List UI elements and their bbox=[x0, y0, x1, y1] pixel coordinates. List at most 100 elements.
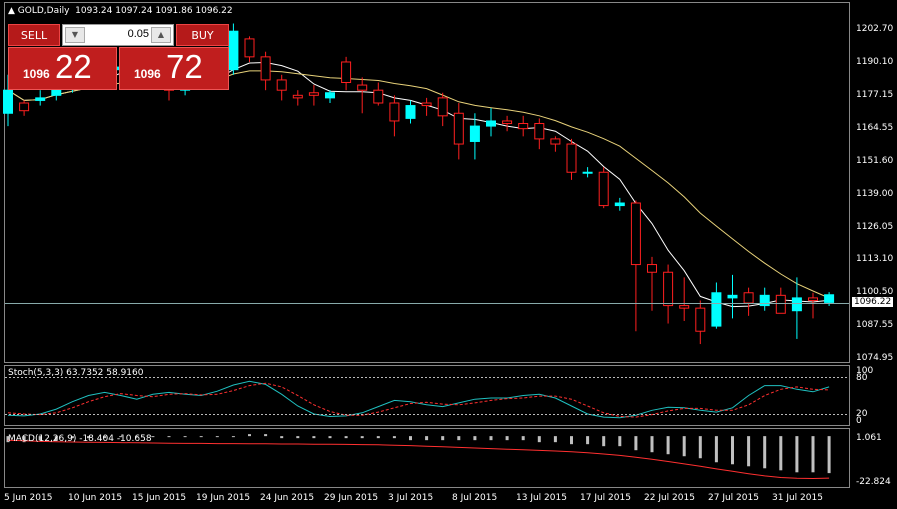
candle-body bbox=[759, 294, 770, 307]
macd-bar bbox=[280, 436, 284, 439]
macd-bar bbox=[360, 436, 364, 439]
price-tick: 1113.10 bbox=[856, 254, 894, 264]
date-tick: 5 Jun 2015 bbox=[4, 493, 53, 503]
stoch-level-label: 100 bbox=[856, 366, 874, 376]
buy-button[interactable]: BUY bbox=[176, 24, 229, 46]
candle-body bbox=[824, 294, 835, 303]
sell-price-box[interactable]: 1096 22 bbox=[8, 47, 117, 90]
macd-bar bbox=[618, 436, 622, 447]
slow-ma-line bbox=[7, 70, 830, 299]
candle-body bbox=[357, 84, 368, 91]
candle-body bbox=[566, 143, 577, 173]
macd-bar bbox=[602, 436, 606, 447]
macd-histogram bbox=[6, 434, 831, 480]
macd-bar bbox=[634, 436, 638, 451]
stoch-level-label: 20 bbox=[856, 409, 868, 419]
macd-bar bbox=[537, 436, 541, 443]
ohlc-values: 1093.24 1097.24 1091.86 1096.22 bbox=[75, 6, 233, 16]
date-tick: 17 Jul 2015 bbox=[580, 493, 631, 503]
candle-body bbox=[19, 102, 30, 112]
candle-body bbox=[3, 89, 13, 114]
candle-body bbox=[341, 61, 352, 83]
buy-price-box[interactable]: 1096 72 bbox=[119, 47, 229, 90]
date-tick: 3 Jul 2015 bbox=[388, 493, 434, 503]
macd-bar bbox=[103, 436, 107, 439]
date-tick: 10 Jun 2015 bbox=[68, 493, 123, 503]
macd-bar bbox=[183, 436, 187, 438]
candle-body bbox=[679, 305, 690, 309]
date-tick: 29 Jun 2015 bbox=[324, 493, 379, 503]
macd-bar bbox=[231, 436, 235, 438]
macd-bar bbox=[489, 436, 493, 441]
macd-bar bbox=[264, 434, 268, 437]
candle-body bbox=[453, 112, 464, 145]
macd-level-label: 1.061 bbox=[856, 433, 882, 443]
price-tick: 1126.05 bbox=[856, 222, 894, 232]
macd-bar bbox=[505, 436, 509, 441]
candle-body bbox=[614, 202, 625, 207]
date-tick: 24 Jun 2015 bbox=[260, 493, 315, 503]
macd-bar bbox=[119, 436, 123, 438]
sell-price-prefix: 1096 bbox=[23, 67, 50, 81]
macd-bar bbox=[747, 436, 751, 467]
candle-body bbox=[502, 120, 513, 125]
macd-bar bbox=[473, 436, 477, 441]
macd-bar bbox=[344, 436, 348, 439]
lot-size-field[interactable]: ▼ 0.05 ▲ bbox=[62, 24, 174, 46]
macd-bar bbox=[215, 436, 219, 438]
candle-body bbox=[711, 292, 722, 327]
date-tick: 19 Jun 2015 bbox=[196, 493, 251, 503]
buy-price-prefix: 1096 bbox=[134, 67, 161, 81]
candle-body bbox=[598, 171, 609, 207]
candle-body bbox=[421, 102, 432, 107]
main-panel-frame bbox=[4, 2, 850, 363]
candle-body bbox=[244, 38, 255, 58]
candle-body bbox=[550, 138, 561, 145]
macd-bar bbox=[312, 436, 316, 439]
stoch-level-label: 0 bbox=[856, 416, 862, 426]
price-tick: 1087.55 bbox=[856, 320, 894, 330]
lot-decrease-icon[interactable]: ▼ bbox=[65, 27, 85, 43]
macd-bar bbox=[553, 436, 557, 443]
macd-bar bbox=[376, 436, 380, 439]
macd-level-label: -22.824 bbox=[856, 477, 891, 487]
macd-bar bbox=[570, 436, 573, 445]
symbol-label: GOLD,Daily bbox=[17, 6, 70, 16]
macd-bar bbox=[296, 436, 300, 439]
candle-body bbox=[292, 94, 303, 99]
price-tick: 1100.50 bbox=[856, 287, 894, 297]
macd-bar bbox=[714, 436, 718, 463]
candle-body bbox=[260, 56, 271, 81]
candle-body bbox=[534, 123, 545, 140]
macd-bar bbox=[521, 436, 525, 441]
candle-body bbox=[630, 202, 641, 266]
buy-price-main: 72 bbox=[166, 48, 203, 85]
date-tick: 31 Jul 2015 bbox=[772, 493, 823, 503]
candle-body bbox=[663, 271, 674, 307]
macd-signal-line bbox=[7, 439, 830, 480]
macd-bar bbox=[779, 436, 783, 471]
macd-bar bbox=[698, 436, 702, 459]
candle-body bbox=[389, 102, 400, 122]
date-tick: 8 Jul 2015 bbox=[452, 493, 498, 503]
macd-bar bbox=[151, 436, 155, 438]
candle-body bbox=[276, 79, 287, 91]
price-tick: 1177.15 bbox=[856, 90, 894, 100]
stochastic-lines bbox=[7, 380, 830, 419]
lot-increase-icon[interactable]: ▲ bbox=[151, 27, 171, 43]
lot-size-value[interactable]: 0.05 bbox=[127, 28, 149, 40]
macd-bar bbox=[441, 436, 445, 441]
macd-bar bbox=[827, 436, 831, 474]
macd-bar bbox=[425, 436, 429, 441]
collapse-triangle-icon[interactable]: ▲ bbox=[8, 6, 15, 16]
macd-bar bbox=[199, 436, 203, 438]
macd-bar bbox=[70, 436, 74, 439]
sell-button[interactable]: SELL bbox=[8, 24, 60, 46]
macd-bar bbox=[6, 436, 10, 443]
candle-body bbox=[808, 297, 818, 301]
stoch-level-label: 80 bbox=[856, 373, 868, 383]
candle-body bbox=[437, 97, 448, 117]
sell-price-main: 22 bbox=[55, 48, 92, 85]
macd-bar bbox=[167, 436, 171, 438]
candle-body bbox=[695, 307, 706, 332]
